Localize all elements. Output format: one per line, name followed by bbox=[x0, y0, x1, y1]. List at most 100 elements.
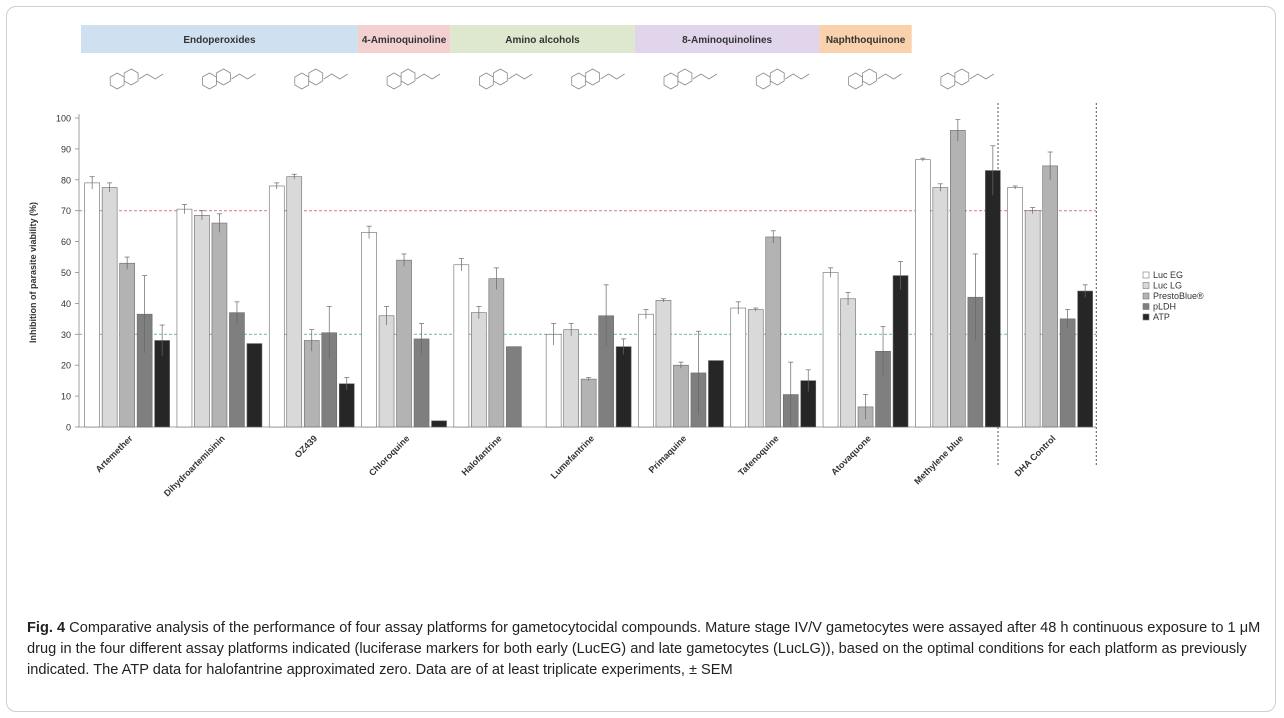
chemical-structure-icon bbox=[940, 68, 995, 90]
chemical-structure-icon bbox=[109, 68, 164, 90]
class-label: Endoperoxides bbox=[183, 35, 256, 46]
chemical-structure-icon bbox=[294, 68, 348, 90]
x-tick-label: Primaquine bbox=[647, 433, 689, 475]
bar bbox=[673, 364, 689, 428]
bar-chart: Endoperoxides 4-Aminoquinoline Amino alcoh… bbox=[28, 25, 1204, 498]
chemical-structure-icon bbox=[386, 68, 441, 90]
bar bbox=[338, 383, 355, 428]
bar bbox=[840, 298, 856, 428]
y-tick-label: 60 bbox=[61, 237, 71, 247]
legend-label: pLDH bbox=[1153, 302, 1176, 312]
class-band-2 bbox=[450, 25, 635, 53]
bar bbox=[985, 170, 1001, 428]
bar bbox=[563, 329, 579, 428]
bar bbox=[950, 130, 966, 428]
chemical-structure-icon bbox=[202, 68, 256, 90]
legend-label: ATP bbox=[1153, 312, 1170, 322]
bar bbox=[506, 346, 522, 428]
x-tick-label: Halofantrine bbox=[460, 433, 504, 477]
x-tick-label: Atovaquone bbox=[829, 433, 873, 477]
bar bbox=[101, 187, 118, 428]
legend-swatch bbox=[1142, 313, 1150, 321]
class-band-3 bbox=[634, 25, 820, 53]
bar bbox=[119, 262, 135, 428]
chemical-structure-icon bbox=[848, 68, 902, 90]
bar bbox=[471, 312, 487, 428]
bar bbox=[892, 275, 909, 428]
bar bbox=[932, 187, 949, 428]
bar bbox=[194, 215, 210, 428]
y-tick-label: 90 bbox=[61, 144, 71, 154]
x-tick-label: Methylene blue bbox=[912, 433, 965, 486]
y-axis-label: Inhibition of parasite viability (%) bbox=[28, 202, 38, 343]
class-band-1 bbox=[357, 25, 451, 53]
y-tick-label: 10 bbox=[61, 392, 71, 402]
bar bbox=[765, 236, 782, 428]
figure-caption-text: Comparative analysis of the performance … bbox=[27, 620, 1261, 678]
x-tick-label: Tafenoquine bbox=[736, 433, 780, 477]
chemical-structure-icon bbox=[571, 68, 625, 90]
figure-caption: Fig. 4 Comparative analysis of the perfo… bbox=[27, 618, 1271, 681]
bar bbox=[1007, 187, 1023, 428]
class-label: 4-Aminoquinoline bbox=[362, 35, 447, 46]
figure-frame: Endoperoxides 4-Aminoquinoline Amino alcoh… bbox=[6, 6, 1276, 712]
bar bbox=[1042, 165, 1058, 428]
class-band-0 bbox=[81, 25, 358, 53]
bar bbox=[655, 300, 672, 428]
x-tick-label: OZ439 bbox=[293, 433, 320, 460]
legend-swatch bbox=[1142, 292, 1150, 300]
chemical-structure-icon bbox=[479, 68, 533, 90]
bar bbox=[286, 176, 303, 428]
bar bbox=[268, 185, 285, 428]
y-tick-label: 70 bbox=[61, 206, 71, 216]
y-tick-label: 0 bbox=[66, 423, 71, 433]
bar bbox=[730, 307, 747, 428]
bar bbox=[638, 313, 654, 428]
y-tick-label: 100 bbox=[56, 114, 71, 124]
class-band-4 bbox=[819, 25, 912, 53]
legend-label: PrestoBlue® bbox=[1153, 291, 1204, 301]
bar bbox=[615, 346, 632, 428]
bar bbox=[488, 278, 505, 428]
legend-label: Luc LG bbox=[1153, 281, 1182, 291]
class-label: Amino alcohols bbox=[505, 35, 580, 46]
bar bbox=[211, 222, 228, 428]
bar bbox=[453, 264, 470, 428]
legend-swatch bbox=[1142, 271, 1150, 279]
y-tick-label: 40 bbox=[61, 299, 71, 309]
x-tick-label: Artemether bbox=[94, 433, 135, 474]
legend-swatch bbox=[1142, 303, 1150, 310]
bar bbox=[176, 208, 193, 428]
bar bbox=[246, 343, 263, 428]
class-label: Naphthoquinone bbox=[826, 35, 906, 46]
legend-swatch bbox=[1142, 282, 1150, 289]
chemical-structure-icon bbox=[663, 68, 718, 90]
y-tick-label: 30 bbox=[61, 330, 71, 340]
bar bbox=[915, 159, 931, 428]
class-label: 8-Aminoquinolines bbox=[682, 35, 772, 46]
bar bbox=[708, 360, 724, 428]
bar bbox=[378, 315, 395, 428]
bar bbox=[396, 259, 412, 428]
bar bbox=[229, 312, 245, 428]
bar bbox=[545, 333, 562, 428]
chemical-structure-icon bbox=[755, 68, 810, 90]
x-tick-label: Chloroquine bbox=[367, 433, 412, 478]
figure-label: Fig. 4 bbox=[27, 620, 66, 636]
bar bbox=[431, 420, 447, 428]
bar bbox=[84, 182, 100, 428]
y-tick-label: 80 bbox=[61, 175, 71, 185]
y-tick-label: 20 bbox=[61, 361, 71, 371]
bar bbox=[303, 340, 320, 428]
bar bbox=[1024, 210, 1041, 428]
bar bbox=[580, 378, 597, 428]
legend-label: Luc EG bbox=[1153, 270, 1183, 280]
bar bbox=[1077, 290, 1093, 428]
x-tick-label: Lumefantrine bbox=[549, 433, 596, 480]
bar bbox=[1059, 318, 1076, 428]
x-tick-label: Dihydroartemisinin bbox=[162, 433, 227, 498]
bar bbox=[822, 272, 839, 428]
bar bbox=[361, 232, 377, 428]
y-tick-label: 50 bbox=[61, 268, 71, 278]
x-tick-label: DHA Control bbox=[1013, 433, 1058, 478]
